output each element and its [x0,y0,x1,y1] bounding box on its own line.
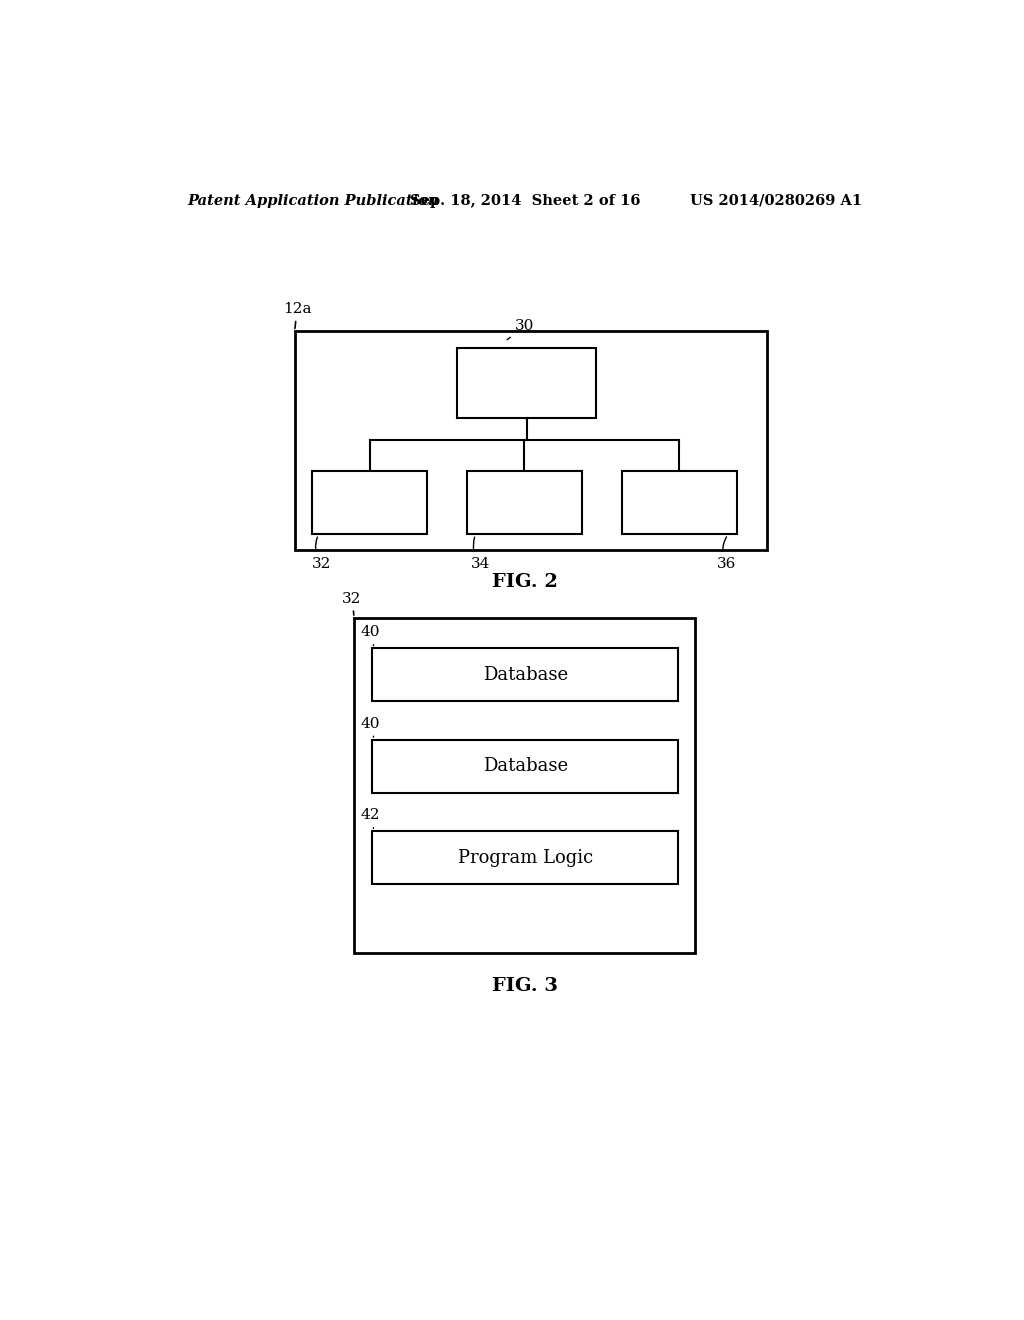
Text: 40: 40 [360,717,380,737]
Text: Patent Application Publication: Patent Application Publication [187,194,439,209]
Bar [312,471,427,535]
Text: 42: 42 [360,808,380,829]
Text: 32: 32 [342,591,361,615]
Text: 34: 34 [471,537,490,570]
Text: Sep. 18, 2014  Sheet 2 of 16: Sep. 18, 2014 Sheet 2 of 16 [410,194,640,209]
Bar [354,618,695,953]
Text: FIG. 2: FIG. 2 [492,573,558,591]
Text: 30: 30 [507,319,535,339]
Text: 12a: 12a [283,302,311,329]
Bar [373,832,678,884]
Text: US 2014/0280269 A1: US 2014/0280269 A1 [690,194,862,209]
Text: 36: 36 [717,537,736,570]
Bar [458,348,596,417]
Text: 40: 40 [360,626,380,645]
Text: Database: Database [482,758,567,775]
Text: Database: Database [482,665,567,684]
Bar [622,471,736,535]
Text: 32: 32 [312,537,332,570]
Bar [373,648,678,701]
Bar [467,471,582,535]
Bar [295,331,767,549]
Text: Program Logic: Program Logic [458,849,593,867]
Bar [373,739,678,792]
Text: FIG. 3: FIG. 3 [492,977,558,994]
